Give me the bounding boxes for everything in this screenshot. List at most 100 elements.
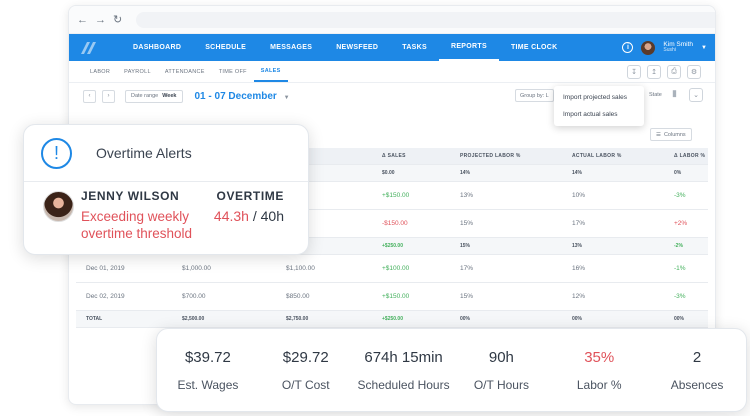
stat-value: 35%	[584, 348, 615, 366]
tab-time-off[interactable]: TIME OFF	[218, 68, 247, 75]
table-row: TOTAL $2,500.00 $2,750.00 +$250.00 00% 00% 00%	[76, 311, 708, 328]
table-cell: $1,000.00	[182, 265, 211, 272]
table-cell: TOTAL	[86, 316, 103, 322]
table-header-cell: PROJECTED LABOR %	[460, 153, 521, 159]
table-cell: 13%	[460, 192, 474, 199]
overtime-hours-value: 44.3h	[213, 208, 249, 224]
chevron-down-icon[interactable]: ▼	[701, 44, 707, 51]
table-cell: -$150.00	[382, 220, 408, 227]
stat-label: Scheduled Hours	[357, 377, 450, 392]
table-header-cell: Δ SALES	[382, 153, 406, 159]
table-cell: $1,100.00	[286, 265, 315, 272]
table-cell: 17%	[460, 265, 474, 272]
table-header-cell: ACTUAL LABOR %	[572, 153, 622, 159]
tab-payroll[interactable]: PAYROLL	[124, 68, 151, 75]
table-cell: 00%	[460, 316, 471, 322]
info-icon[interactable]: i	[622, 42, 634, 53]
bar-chart-icon[interactable]: ▮	[672, 88, 677, 98]
date-range-text: 01 - 07 December	[194, 90, 277, 102]
table-row: Dec 01, 2019 $1,000.00 $1,100.00 +$100.00 17…	[76, 255, 708, 283]
table-cell: 14%	[572, 170, 583, 176]
nav-schedule[interactable]: SCHEDULE	[205, 44, 247, 51]
alert-item[interactable]: JENNY WILSON Exceeding weekly overtime t…	[24, 182, 308, 256]
table-cell: Dec 01, 2019	[86, 265, 125, 272]
table-cell: 15%	[460, 220, 474, 227]
user-company: Sushi	[663, 47, 676, 54]
nav-reports[interactable]: REPORTS	[438, 34, 499, 61]
alert-header: ! Overtime Alerts	[24, 125, 308, 182]
stat-label: Labor %	[576, 377, 622, 392]
nav-time-clock[interactable]: TIME CLOCK	[510, 44, 558, 51]
overtime-hours: 44.3h / 40h	[214, 208, 284, 224]
table-cell: +$250.00	[382, 316, 403, 322]
tab-sales[interactable]: SALES	[253, 61, 288, 82]
stat-label: Absences	[670, 377, 724, 392]
browser-chrome: ← → ↻	[69, 6, 715, 34]
overtime-label: OVERTIME	[216, 189, 284, 203]
date-range-value: Week	[162, 93, 177, 99]
stat-ot-cost: $29.72 O/T Cost	[257, 349, 355, 392]
reload-icon[interactable]: ↻	[113, 14, 123, 26]
group-by-select[interactable]: Group by: L	[515, 89, 554, 102]
columns-label: Columns	[663, 131, 686, 138]
table-cell: +$100.00	[382, 265, 410, 272]
report-toolbar: ‹ › Date range Week 01 - 07 December ▼ G…	[69, 83, 715, 109]
table-cell: -3%	[674, 192, 686, 199]
overtime-hours-limit: / 40h	[248, 208, 284, 224]
app-logo-icon	[81, 41, 96, 54]
nav-tasks[interactable]: TASKS	[402, 44, 427, 51]
stat-value: 2	[692, 348, 702, 366]
stats-summary-card: $39.72 Est. Wages $29.72 O/T Cost 674h 1…	[156, 328, 747, 412]
user-menu[interactable]: Kim Smith Sushi	[663, 41, 693, 54]
columns-button[interactable]: ☰ Columns	[650, 128, 692, 141]
nav-messages[interactable]: MESSAGES	[270, 44, 313, 51]
menu-import-actual-sales[interactable]: Import actual sales	[563, 111, 618, 118]
chevron-down-icon: ▼	[283, 94, 290, 101]
exclamation-icon: !	[41, 137, 72, 169]
stat-value: 674h 15min	[364, 348, 443, 366]
columns-icon: ☰	[656, 131, 661, 138]
stat-labor-percent: 35% Labor %	[550, 349, 648, 392]
address-bar[interactable]	[136, 11, 715, 28]
top-navigation: DASHBOARD SCHEDULE MESSAGES NEWSFEED TAS…	[69, 34, 715, 61]
table-cell: $700.00	[182, 293, 206, 300]
table-row: Dec 02, 2019 $700.00 $850.00 +$150.00 15% 12%…	[76, 283, 708, 311]
table-cell: 0%	[674, 170, 682, 176]
stat-scheduled-hours: 674h 15min Scheduled Hours	[355, 349, 453, 392]
table-cell: +$150.00	[382, 293, 410, 300]
table-cell: 12%	[572, 293, 586, 300]
employee-avatar	[43, 191, 74, 222]
table-cell: 00%	[572, 316, 583, 322]
prev-week-button[interactable]: ‹	[83, 89, 96, 103]
collapse-icon[interactable]: ⌄	[689, 88, 703, 102]
stat-label: O/T Hours	[473, 377, 529, 392]
table-cell: $0.00	[382, 170, 395, 176]
table-row: +$150.00 13% 10% -3%	[76, 182, 708, 210]
stat-absences: 2 Absences	[648, 349, 746, 392]
export-icon[interactable]: ↥	[647, 64, 661, 79]
table-row: -$150.00 15% 17% +2%	[76, 210, 708, 238]
overtime-alert-card: ! Overtime Alerts JENNY WILSON Exceeding…	[23, 124, 309, 255]
stat-label: O/T Cost	[281, 377, 330, 392]
table-cell: -3%	[674, 293, 686, 300]
date-range-select[interactable]: Date range Week	[125, 89, 183, 103]
next-week-button[interactable]: ›	[102, 89, 115, 103]
back-arrow-icon[interactable]: ←	[77, 13, 88, 26]
forward-arrow-icon[interactable]: →	[95, 13, 106, 26]
tab-labor[interactable]: LABOR	[90, 68, 111, 75]
employee-name: JENNY WILSON	[81, 189, 180, 203]
nav-newsfeed[interactable]: NEWSFEED	[336, 44, 379, 51]
user-avatar[interactable]	[641, 40, 656, 55]
nav-dashboard[interactable]: DASHBOARD	[133, 44, 182, 51]
import-icon[interactable]: ↧	[627, 64, 641, 79]
settings-gear-icon[interactable]: ⚙	[687, 64, 701, 79]
stat-ot-hours: 90h O/T Hours	[452, 349, 550, 392]
table-cell: $2,500.00	[182, 316, 205, 322]
alert-title: Overtime Alerts	[96, 145, 192, 161]
tab-attendance[interactable]: ATTENDANCE	[164, 68, 205, 75]
table-cell: +2%	[674, 220, 688, 227]
print-icon[interactable]: ⎙	[667, 64, 681, 79]
menu-import-projected-sales[interactable]: Import projected sales	[563, 94, 627, 101]
stat-value: $29.72	[282, 348, 329, 366]
date-range-picker[interactable]: 01 - 07 December ▼	[195, 91, 290, 102]
